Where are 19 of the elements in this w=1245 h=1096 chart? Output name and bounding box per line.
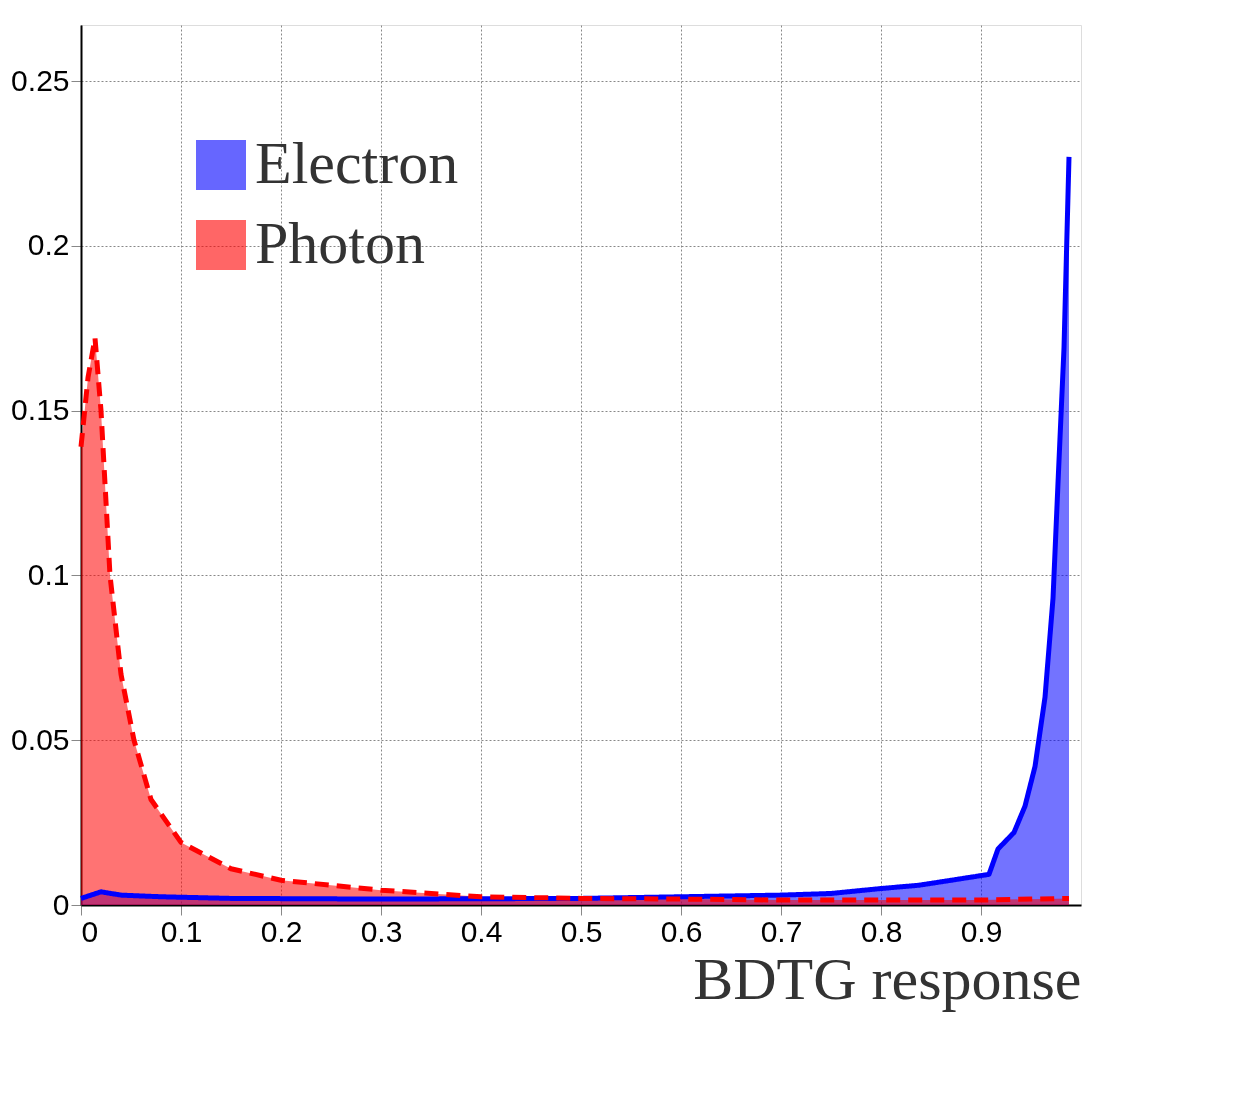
x-tick-label: 0.3 [360,914,403,948]
x-tick-label: 0.2 [260,914,303,948]
legend-label: Electron [255,130,459,196]
y-tick-label: 0.1 [27,557,70,591]
y-tick-label: 0 [52,887,70,921]
x-tick-label: 0.8 [860,914,903,948]
y-tick-label: 0.2 [27,228,70,262]
x-tick-label: 0.1 [160,914,203,948]
x-axis-title: BDTG response [693,945,1082,1012]
y-tick-label: 0.15 [11,393,70,427]
x-tick-label: 0.5 [560,914,603,948]
legend-label: Photon [255,210,426,276]
x-tick-label: 0.6 [660,914,703,948]
x-tick-label: 0.4 [460,914,503,948]
y-tick-label: 0.05 [11,722,70,756]
x-tick-label: 0 [81,914,99,948]
x-tick-label: 0.7 [760,914,803,948]
x-tick-label: 0.9 [960,914,1003,948]
y-tick-label: 0.25 [11,63,70,97]
